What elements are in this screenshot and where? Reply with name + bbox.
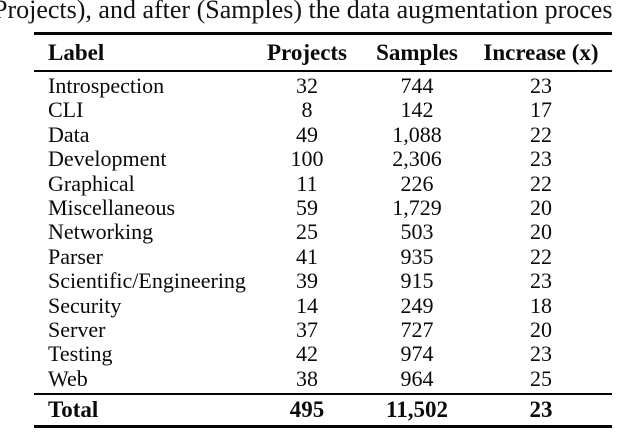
caption-text: Projects), and after (Samples) the data … <box>0 0 613 24</box>
cell-projects: 32 <box>296 73 318 98</box>
cell-projects: 42 <box>296 341 318 367</box>
cell-samples: 249 <box>400 292 434 318</box>
table-body: Introspection 32 744 23 CLI 8 142 17 Data 49 1,088… <box>34 72 612 393</box>
cell-samples: 964 <box>400 365 434 391</box>
cell-projects: 41 <box>296 243 318 269</box>
cell-samples: 1,088 <box>392 121 442 147</box>
table-row: Data 49 1,088 22 <box>34 121 612 147</box>
cell-increase: 23 <box>530 73 552 98</box>
table-row: Server 37 727 20 <box>34 316 612 342</box>
cell-increase: 23 <box>530 268 552 294</box>
cell-label: Scientific/Engineering <box>48 268 246 294</box>
cell-label: Parser <box>48 243 103 269</box>
cell-increase: 17 <box>530 97 552 123</box>
cell-increase: 20 <box>530 194 552 220</box>
cell-samples: 2,306 <box>392 146 442 172</box>
cell-increase: 23 <box>530 146 552 172</box>
cell-label: Data <box>48 121 90 147</box>
table-header-rule <box>34 70 612 72</box>
cell-label: Introspection <box>48 73 165 98</box>
cell-label: Development <box>48 146 167 172</box>
cell-increase: 25 <box>530 365 552 391</box>
total-projects: 495 <box>289 397 325 423</box>
table-row: CLI 8 142 17 <box>34 97 612 123</box>
cell-increase: 23 <box>530 341 552 367</box>
cell-projects: 37 <box>296 316 318 342</box>
cell-samples: 727 <box>400 316 434 342</box>
table-row: Miscellaneous 59 1,729 20 <box>34 194 612 220</box>
table-total-rule <box>34 393 612 396</box>
cell-projects: 49 <box>296 121 318 147</box>
table-bottom-rule <box>34 425 612 429</box>
cell-label: Networking <box>48 219 154 245</box>
cell-samples: 935 <box>400 243 434 269</box>
cell-label: Web <box>48 365 88 391</box>
cell-increase: 22 <box>530 121 552 147</box>
cell-projects: 38 <box>296 365 318 391</box>
column-header-projects: Projects <box>266 39 348 65</box>
cell-projects: 39 <box>296 268 318 294</box>
table-row: Web 38 964 25 <box>34 365 612 391</box>
cell-projects: 8 <box>301 97 313 123</box>
cell-samples: 1,729 <box>392 194 442 220</box>
cell-samples: 915 <box>400 268 434 294</box>
table-row: Testing 42 974 23 <box>34 341 612 367</box>
cell-projects: 14 <box>296 292 318 318</box>
column-header-increase: Increase (x) <box>483 39 599 65</box>
cell-samples: 744 <box>400 73 434 98</box>
cell-samples: 503 <box>400 219 434 245</box>
cell-label: CLI <box>48 97 84 123</box>
cell-label: Miscellaneous <box>48 194 176 220</box>
table-row: Parser 41 935 22 <box>34 243 612 269</box>
table-total-row: Total 495 11,502 23 <box>34 395 612 425</box>
cell-label: Security <box>48 292 122 318</box>
cell-samples: 226 <box>400 170 434 196</box>
cell-label: Graphical <box>48 170 135 196</box>
cell-increase: 22 <box>530 170 552 196</box>
table-row: Development 100 2,306 23 <box>34 146 612 172</box>
data-table: Label Projects Samples Increase (x) Intr… <box>34 32 612 429</box>
table-row: Scientific/Engineering 39 915 23 <box>34 268 612 294</box>
total-label: Total <box>48 397 99 423</box>
cell-increase: 22 <box>530 243 552 269</box>
cell-label: Testing <box>48 341 113 367</box>
table-header-row: Label Projects Samples Increase (x) <box>34 35 612 70</box>
total-samples: 11,502 <box>386 397 448 423</box>
cell-samples: 142 <box>400 97 434 123</box>
cell-samples: 974 <box>400 341 434 367</box>
cell-label: Server <box>48 316 106 342</box>
total-increase: 23 <box>529 397 553 423</box>
cell-projects: 100 <box>290 146 324 172</box>
table-row: Security 14 249 18 <box>34 292 612 318</box>
column-header-label: Label <box>48 39 105 65</box>
cell-projects: 11 <box>296 170 318 196</box>
cell-increase: 18 <box>530 292 552 318</box>
table-row: Networking 25 503 20 <box>34 219 612 245</box>
column-header-samples: Samples <box>376 39 458 65</box>
table-row: Graphical 11 226 22 <box>34 170 612 196</box>
cell-projects: 59 <box>296 194 318 220</box>
table-row: Introspection 32 744 23 <box>34 73 612 98</box>
cell-projects: 25 <box>296 219 318 245</box>
cell-increase: 20 <box>530 219 552 245</box>
cell-increase: 20 <box>530 316 552 342</box>
table-top-rule <box>34 32 612 35</box>
